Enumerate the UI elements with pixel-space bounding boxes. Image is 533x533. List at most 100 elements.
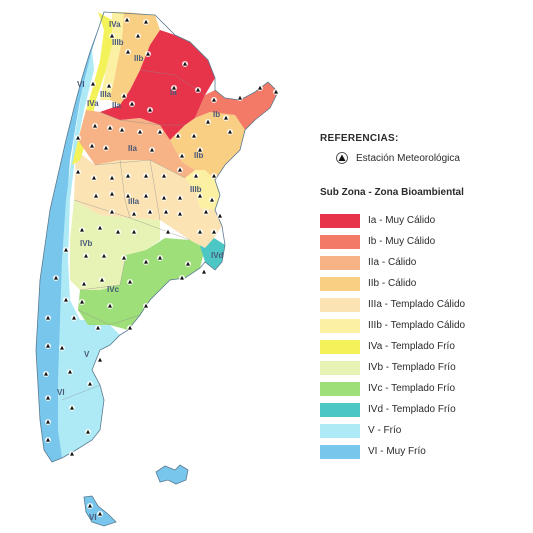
legend-title: Sub Zona - Zona Bioambiental [320, 187, 464, 198]
station-marker [97, 511, 103, 517]
station-marker [157, 255, 163, 261]
station-marker [157, 129, 163, 135]
legend-item: IIIa - Templado Cálido [320, 294, 525, 315]
legend-label: IVc - Templado Frío [368, 383, 456, 394]
station-marker [79, 227, 85, 233]
station-marker [109, 33, 115, 39]
legend-label: Ib - Muy Cálido [368, 236, 436, 247]
station-marker [75, 169, 81, 175]
zone-iib-region [110, 12, 160, 105]
legend-swatch [320, 318, 360, 333]
station-marker [69, 405, 75, 411]
legend-panel: REFERENCIAS: Estación Meteorológica Sub … [320, 133, 525, 462]
station-marker [179, 275, 185, 281]
station-marker [79, 299, 85, 305]
station-marker [121, 93, 127, 99]
station-marker [71, 315, 77, 321]
station-marker [177, 211, 183, 217]
legend-swatch [320, 402, 360, 417]
legend-label: IIb - Cálido [368, 278, 417, 289]
zone-label: IIIb [112, 38, 124, 47]
station-marker [99, 277, 105, 283]
station-marker [191, 133, 197, 139]
station-marker [107, 125, 113, 131]
station-marker [75, 135, 81, 141]
station-marker [165, 229, 171, 235]
legend-label: IIIb - Templado Cálido [368, 320, 466, 331]
zone-label: IVa [109, 20, 121, 29]
station-marker [69, 451, 75, 457]
zone-label: Ib [213, 110, 220, 119]
station-marker [119, 127, 125, 133]
station-marker [197, 229, 203, 235]
legend-item: IVb - Templado Frío [320, 357, 525, 378]
zone-ia-region [100, 30, 215, 140]
legend-swatch [320, 360, 360, 375]
legend-item: IIa - Cálido [320, 252, 525, 273]
zone-iiib-north-region [100, 12, 124, 100]
station-marker [175, 133, 181, 139]
station-marker [53, 275, 59, 281]
zone-label: IIa [112, 101, 121, 110]
station-marker [106, 83, 112, 89]
legend-swatch [320, 423, 360, 438]
zone-label: V [84, 350, 90, 359]
station-marker [237, 95, 243, 101]
station-marker [92, 123, 98, 129]
station-marker [125, 193, 131, 199]
station-marker [143, 193, 149, 199]
station-marker [129, 101, 135, 107]
zone-label: IIIa [100, 90, 112, 99]
station-marker [95, 325, 101, 331]
zone-label: IIb [134, 54, 143, 63]
legend-swatch [320, 444, 360, 459]
station-marker [177, 167, 183, 173]
station-reference-label: Estación Meteorológica [356, 152, 460, 164]
zone-label: IVa [87, 99, 99, 108]
station-marker [125, 173, 131, 179]
station-marker [85, 429, 91, 435]
station-marker [211, 173, 217, 179]
station-marker [91, 175, 97, 181]
legend-item: Ib - Muy Cálido [320, 231, 525, 252]
legend-item: V - Frío [320, 420, 525, 441]
legend-label: V - Frío [368, 425, 402, 436]
station-marker [161, 195, 167, 201]
zone-iiia-region [74, 150, 222, 248]
weather-stations [43, 17, 279, 517]
zone-label: IVc [107, 285, 120, 294]
argentina-bioenvironmental-zone-map: IVa IIIb IIb VI IIIa IVa IIa Ia Ib IIa I… [35, 11, 279, 527]
station-marker [127, 279, 133, 285]
zone-label: IIIa [128, 197, 140, 206]
station-marker [182, 61, 188, 67]
station-marker [109, 191, 115, 197]
station-marker [201, 269, 207, 275]
station-marker [45, 343, 51, 349]
station-marker [131, 229, 137, 235]
station-marker [147, 209, 153, 215]
station-marker [103, 145, 109, 151]
station-marker [135, 33, 141, 39]
station-marker [193, 173, 199, 179]
station-marker [43, 371, 49, 377]
station-marker [109, 175, 115, 181]
station-marker [97, 357, 103, 363]
legend-swatch [320, 213, 360, 228]
province-borders [61, 69, 206, 401]
zone-label: IIa [128, 144, 137, 153]
legend-item: Ia - Muy Cálido [320, 210, 525, 231]
zone-label: VI [57, 388, 65, 397]
references-title: REFERENCIAS: [320, 133, 399, 144]
station-marker [97, 225, 103, 231]
station-marker [137, 129, 143, 135]
station-marker [143, 259, 149, 265]
station-marker [45, 437, 51, 443]
zone-label: VI [89, 513, 97, 522]
station-marker [59, 345, 65, 351]
station-marker [63, 247, 69, 253]
station-marker [81, 281, 87, 287]
station-marker [217, 213, 223, 219]
station-marker [209, 197, 215, 203]
legend-swatch [320, 381, 360, 396]
station-marker [63, 297, 69, 303]
